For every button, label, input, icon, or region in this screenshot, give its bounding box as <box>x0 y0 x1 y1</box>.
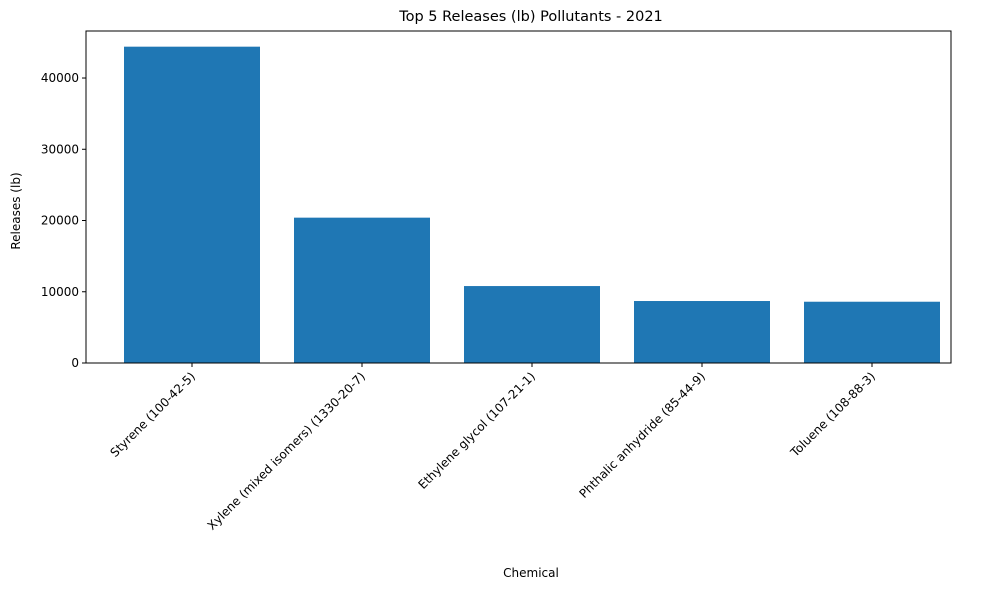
x-tick-label: Ethylene glycol (107-21-1) <box>415 369 538 492</box>
y-tick-label: 40000 <box>41 71 79 85</box>
x-tick-label: Xylene (mixed isomers) (1330-20-7) <box>205 369 369 533</box>
y-tick-label: 20000 <box>41 214 79 228</box>
x-tick-label: Toluene (108-88-3) <box>787 369 878 460</box>
bar <box>634 301 770 363</box>
bar <box>464 286 600 363</box>
y-tick-label: 10000 <box>41 285 79 299</box>
y-axis-ticks: 0 10000 20000 30000 40000 <box>41 71 86 370</box>
bars-layer <box>124 46 940 363</box>
y-tick-label: 0 <box>71 356 79 370</box>
x-axis-label: Chemical <box>503 566 559 580</box>
chart-title: Top 5 Releases (lb) Pollutants - 2021 <box>398 9 663 25</box>
bar <box>294 217 430 363</box>
x-axis-ticks: Styrene (100-42-5) Xylene (mixed isomers)… <box>108 363 878 533</box>
y-axis-label: Releases (lb) <box>9 172 23 249</box>
plot-area-frame <box>85 30 952 364</box>
x-tick-label: Styrene (100-42-5) <box>108 369 199 460</box>
bar <box>124 46 260 363</box>
y-tick-label: 30000 <box>41 142 79 156</box>
x-tick-label: Phthalic anhydride (85-44-9) <box>576 369 708 501</box>
bar <box>804 301 940 363</box>
